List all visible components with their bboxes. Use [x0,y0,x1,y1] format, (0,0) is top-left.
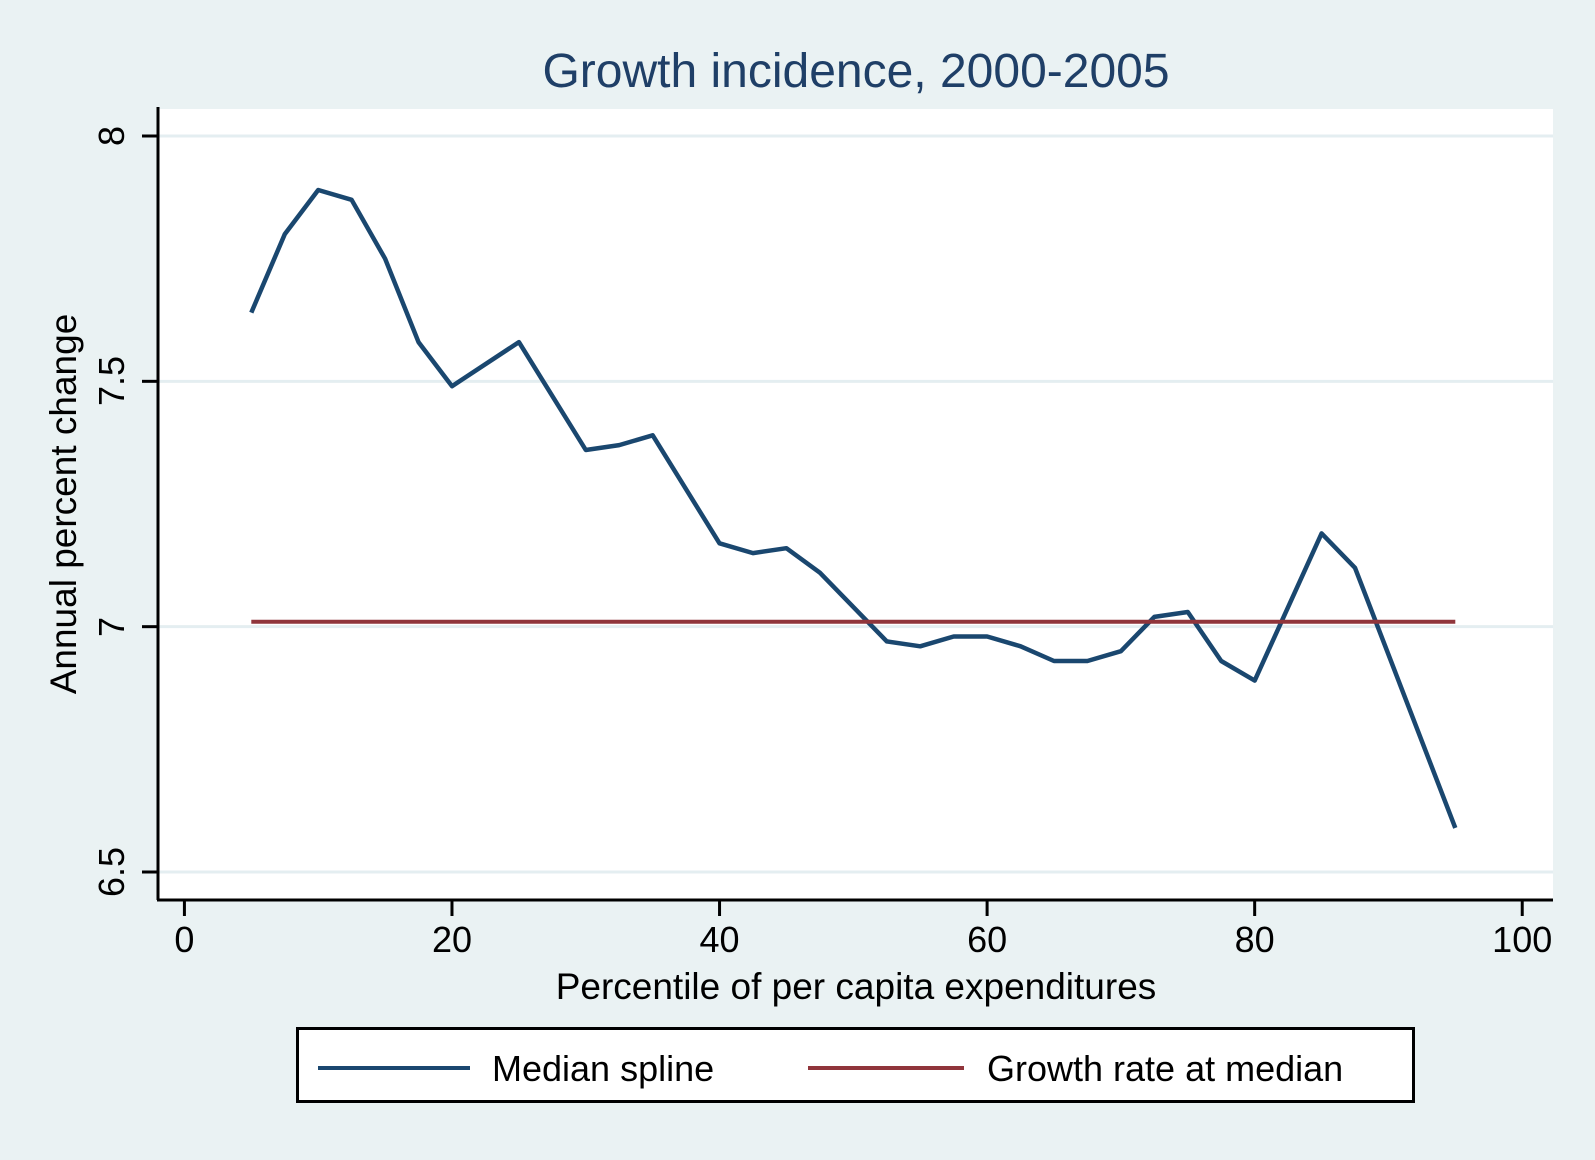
plot-background [159,109,1553,899]
x-axis-title: Percentile of per capita expenditures [555,966,1157,1007]
median-spline-legend-label: Median spline [492,1048,715,1089]
y-tick-label-8: 8 [91,125,132,146]
chart-title: Growth incidence, 2000-2005 [542,45,1170,98]
growth-rate-legend-label: Growth rate at median [987,1048,1344,1089]
y-tick-label-6.5: 6.5 [91,846,132,898]
y-tick-label-7.5: 7.5 [91,356,132,407]
x-tick-label-100: 100 [1492,919,1553,960]
y-tick-label-7: 7 [91,616,132,637]
x-tick-label-80: 80 [1234,919,1275,960]
y-axis-title-text: Annual percent change [43,313,84,695]
legend: Median spline Growth rate at median [296,1027,1415,1103]
median-spline-legend-swatch [318,1066,470,1070]
x-tick-label-0: 0 [174,919,195,960]
x-tick-label-40: 40 [699,919,740,960]
x-tick-label-20: 20 [431,919,472,960]
growth-rate-legend-swatch [808,1066,964,1070]
x-tick-label-60: 60 [967,919,1008,960]
